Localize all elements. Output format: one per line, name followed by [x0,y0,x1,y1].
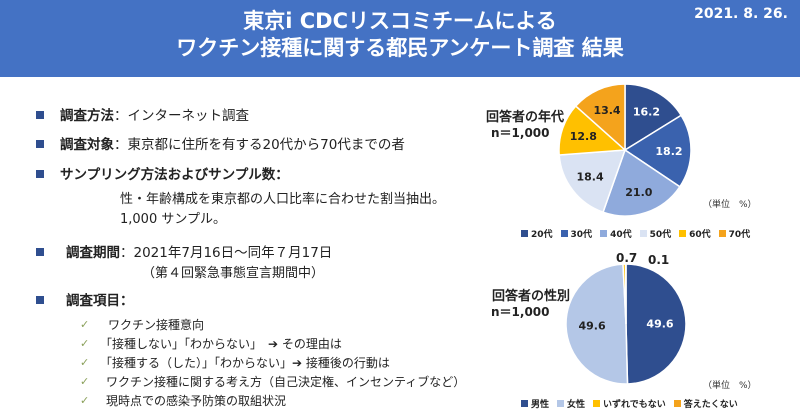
legend-label: 40代 [610,230,632,240]
header-bar: 東京i CDCリスコミチームによる ワクチン接種に関する都民アンケート調査 結果… [0,0,800,77]
age-chart-unit: （単位 %） [703,200,757,210]
report-date: 2021. 8. 26. [694,6,788,22]
legend-swatch [593,400,601,407]
pie-data-label: 18.2 [655,145,682,158]
bullet-square-icon [36,248,44,256]
legend-item: 20代 [521,227,553,240]
check-icon: ✓ [80,337,90,350]
items-label: 調査項目： [66,293,134,309]
sampling-line-1: 性・年齢構成を東京都の人口比率に合わせた割当抽出。 [120,192,446,207]
legend-label: 女性 [567,400,586,410]
gender-small-label-2: 0.1 [648,253,670,267]
sampling-line-2: 1,000 サンプル。 [120,212,226,227]
check-icon: ✓ [80,375,90,388]
method-row: 調査方法：インターネット調査 [60,104,249,124]
legend-item: 30代 [560,227,593,240]
legend-item: 男性 [521,397,549,410]
legend-swatch [560,230,568,237]
method-value: ：インターネット調査 [114,108,249,124]
target-row: 調査対象：東京都に住所を有する20代から70代までの者 [60,133,405,153]
age-pie-chart: 16.2 18.2 21.0 18.4 12.8 13.4 [558,83,692,217]
legend-item: いずれでもない [593,397,666,410]
check-icon: ✓ [80,318,90,331]
gender-chart-n: n＝1,000 [491,305,550,319]
survey-item: 「接種する（した）」「わからない」➔ 接種後の行動は [100,356,390,370]
pie-data-label: 12.8 [570,130,597,143]
period-row: 調査期間：2021年7月16日～同年７月17日 [66,241,332,261]
period-note: （第４回緊急事態宣言期間中） [142,266,325,281]
legend-label: 答えたくない [683,400,738,410]
legend-item: 60代 [679,227,711,240]
legend-swatch [557,400,565,407]
period-value: ：2021年7月16日～同年７月17日 [120,245,333,261]
check-icon: ✓ [80,394,90,407]
items-row: 調査項目： [66,289,134,309]
sampling-label: サンプリング方法およびサンプル数： [60,167,289,183]
bullet-square-icon [36,140,44,148]
legend-item: 40代 [600,227,632,240]
page-title: 東京i CDCリスコミチームによる ワクチン接種に関する都民アンケート調査 結果 [0,8,800,62]
legend-item: 女性 [557,397,585,410]
gender-small-label-1: 0.7 [616,251,638,265]
age-chart-n: n＝1,000 [491,126,550,140]
legend-swatch [600,230,608,237]
legend-swatch [679,230,687,237]
survey-item: ワクチン接種意向 [108,318,205,332]
pie-slice-3 [602,148,681,217]
sampling-row: サンプリング方法およびサンプル数： [60,163,289,183]
pie-data-label: 21.0 [625,186,652,199]
legend-swatch [718,230,726,237]
gender-chart-unit: （単位 %） [703,381,757,391]
pie-data-label: 49.6 [578,319,605,332]
pie-slice-1 [624,83,683,152]
legend-swatch [521,400,528,407]
pie-data-label: 16.2 [633,106,660,119]
survey-item: ワクチン接種に関する考え方（自己決定権、インセンティブなど） [106,375,466,389]
legend-label: いずれでもない [603,400,666,410]
pie-slice-6 [574,83,626,152]
bullet-square-icon [36,170,44,178]
period-label: 調査期間 [66,245,120,261]
title-line-1: 東京i CDCリスコミチームによる [243,9,557,33]
legend-label: 30代 [570,230,593,240]
legend-item: 50代 [639,227,672,240]
pie-slice-4 [558,149,627,214]
legend-item: 答えたくない [673,397,738,410]
bullet-square-icon [36,111,44,119]
age-chart-legend: 20代 30代 40代 50代 60代 70代 [521,227,750,240]
survey-item: 現時点での感染予防策の取組状況 [106,394,287,408]
pie-slice-1 [625,263,687,385]
gender-chart-title: 回答者の性別 [492,289,571,304]
legend-label: 20代 [531,230,553,240]
legend-swatch [673,400,681,407]
legend-label: 70代 [728,230,751,240]
target-label: 調査対象 [60,137,114,153]
legend-item: 70代 [718,227,751,240]
target-value: ：東京都に住所を有する20代から70代までの者 [114,137,405,153]
title-line-2: ワクチン接種に関する都民アンケート調査 結果 [176,36,624,60]
gender-pie-chart: 49.6 49.6 [565,263,687,385]
age-chart-title: 回答者の年代 [486,110,565,125]
legend-swatch [521,230,528,237]
pie-slice-2 [565,263,629,385]
pie-data-label: 18.4 [576,171,603,184]
legend-label: 男性 [531,400,550,410]
pie-data-label: 49.6 [646,318,673,331]
pie-slice-2 [623,114,692,188]
gender-chart-legend: 男性 女性 いずれでもない 答えたくない [521,397,738,410]
survey-item: 「接種しない」「わからない」 ➔ その理由は [100,337,342,351]
pie-data-label: 13.4 [593,104,620,117]
legend-label: 60代 [689,230,711,240]
legend-swatch [639,230,647,237]
check-icon: ✓ [80,356,90,369]
bullet-square-icon [36,296,44,304]
method-label: 調査方法 [60,108,114,124]
legend-label: 50代 [649,230,672,240]
